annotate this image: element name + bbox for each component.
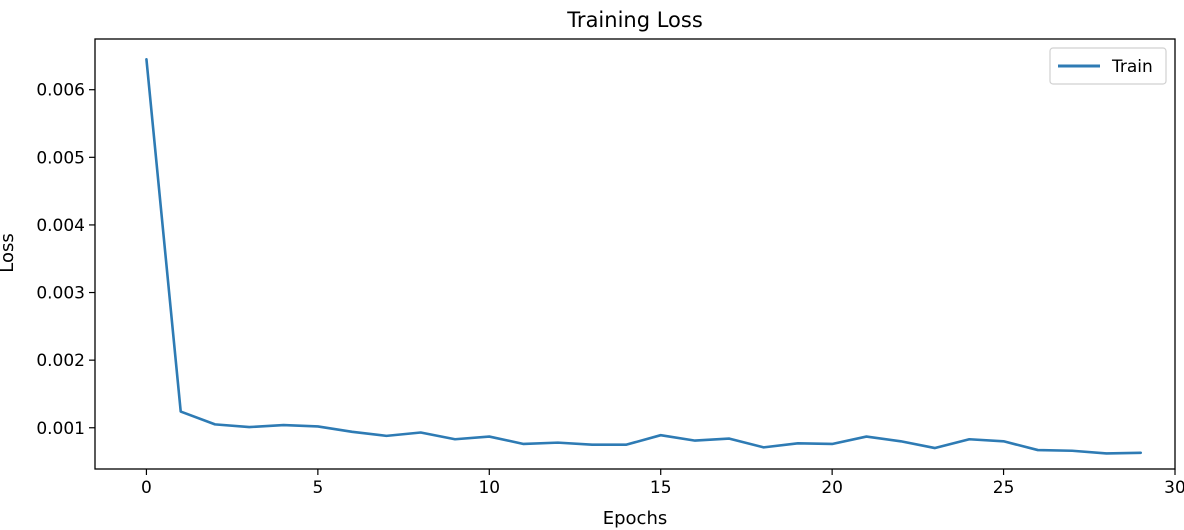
series-line-train (145, 57, 1143, 455)
chart-title: Training Loss (566, 8, 703, 32)
y-tick-label: 0.003 (36, 284, 85, 304)
x-axis: 0 5 10 15 20 25 30 (141, 469, 1184, 498)
x-tick-label: 20 (821, 478, 843, 498)
x-axis-label: Epochs (603, 508, 668, 529)
y-axis-label: Loss (0, 233, 18, 272)
x-tick-label: 0 (141, 478, 152, 498)
y-axis: 0.001 0.002 0.003 0.004 0.005 0.006 (36, 81, 95, 439)
y-tick-label: 0.002 (36, 351, 85, 371)
x-tick-label: 10 (478, 478, 500, 498)
series-layer (145, 57, 1143, 455)
x-tick-label: 15 (650, 478, 672, 498)
legend-label-train: Train (1111, 57, 1153, 77)
x-tick-label: 5 (312, 478, 323, 498)
y-tick-label: 0.001 (36, 419, 85, 439)
plot-frame (94, 38, 1176, 470)
plot-area (94, 38, 1176, 470)
legend-box (1049, 47, 1167, 85)
y-tick-label: 0.004 (36, 216, 85, 236)
x-tick-label: 25 (993, 478, 1015, 498)
x-tick-label: 30 (1164, 478, 1184, 498)
legend: Train (1049, 47, 1167, 85)
y-tick-label: 0.006 (36, 81, 85, 101)
y-tick-label: 0.005 (36, 148, 85, 168)
